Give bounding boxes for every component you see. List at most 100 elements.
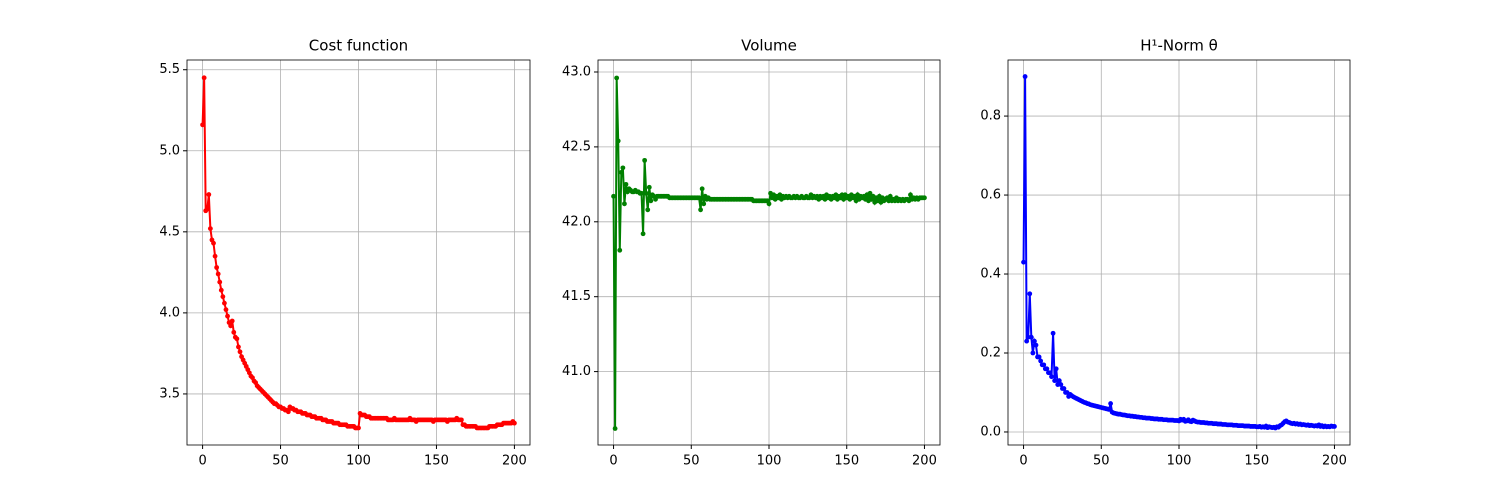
axes-frame	[597, 59, 941, 446]
point	[618, 169, 624, 175]
point	[1032, 338, 1037, 344]
axes-frame	[186, 59, 531, 446]
subplot: 0 50 100 150 200 3.5 4.0 4.5 5.0 5.5 Cost function	[159, 37, 531, 469]
point	[1061, 386, 1067, 391]
point	[617, 247, 623, 253]
point	[1053, 366, 1059, 372]
point	[645, 207, 651, 213]
point	[215, 271, 221, 277]
point	[620, 165, 626, 171]
point	[236, 344, 241, 350]
point	[512, 420, 517, 426]
point	[643, 190, 649, 196]
point	[1028, 334, 1034, 340]
y-tick-label: 4.5	[159, 224, 180, 239]
y-tick-label: 5.0	[159, 143, 180, 158]
point	[459, 417, 464, 423]
point	[218, 287, 224, 293]
point	[1027, 291, 1033, 297]
x-tick-label: 150	[424, 454, 449, 469]
x-tick-label: 150	[834, 454, 859, 469]
x-tick-label: 0	[198, 454, 206, 469]
point	[217, 279, 223, 285]
y-tick-label: 0.4	[980, 267, 1001, 282]
point	[220, 294, 226, 300]
point	[1050, 330, 1056, 336]
point	[615, 138, 621, 144]
x-tick-label: 50	[272, 454, 289, 469]
point	[223, 307, 229, 313]
x-tick-label: 150	[1244, 454, 1269, 469]
y-tick-label: 5.5	[159, 62, 180, 77]
x-tick-label: 200	[1322, 454, 1347, 469]
point	[285, 409, 291, 415]
point	[356, 425, 361, 431]
point	[212, 253, 218, 259]
subplot: 0 50 100 150 200 0.0 0.2 0.4 0.6 0.8 H¹-Norm θ	[980, 37, 1351, 469]
point	[211, 240, 216, 246]
point	[206, 192, 212, 197]
point	[200, 122, 205, 128]
point	[646, 184, 652, 190]
point	[1036, 354, 1042, 360]
point	[922, 195, 927, 201]
point	[1049, 374, 1054, 380]
x-tick-label: 200	[912, 454, 937, 469]
point	[701, 201, 707, 207]
point	[1033, 342, 1039, 348]
point	[867, 190, 873, 196]
point	[696, 195, 702, 201]
point	[640, 231, 646, 237]
point	[1022, 74, 1028, 79]
y-tick-label: 41.0	[562, 364, 591, 379]
y-tick-label: 43.0	[562, 64, 591, 79]
point	[229, 318, 235, 324]
point	[699, 186, 705, 192]
y-tick-label: 4.0	[159, 305, 180, 320]
point	[698, 207, 703, 213]
y-tick-label: 42.5	[562, 139, 591, 154]
point	[612, 426, 618, 431]
point	[614, 75, 620, 81]
point	[623, 181, 629, 187]
point	[225, 313, 230, 319]
point	[887, 193, 893, 199]
y-tick-label: 0.6	[980, 188, 1001, 203]
point	[622, 201, 627, 207]
point	[201, 75, 207, 81]
y-tick-label: 41.5	[562, 289, 591, 304]
point	[766, 201, 772, 207]
y-tick-label: 3.5	[159, 386, 180, 401]
plot-area	[200, 75, 517, 431]
plot-area	[611, 75, 927, 431]
x-tick-label: 200	[502, 454, 527, 469]
point	[234, 336, 240, 342]
x-tick-label: 50	[1093, 454, 1110, 469]
point	[1021, 259, 1026, 265]
x-tick-label: 100	[757, 454, 782, 469]
x-tick-label: 100	[1167, 454, 1192, 469]
point	[1052, 378, 1058, 384]
y-tick-label: 0.8	[980, 109, 1001, 124]
point	[908, 192, 913, 198]
axes-frame	[1007, 59, 1351, 446]
point	[642, 157, 648, 163]
point	[639, 190, 644, 196]
point	[1332, 424, 1337, 429]
point	[1041, 362, 1047, 368]
point	[1106, 407, 1112, 412]
x-tick-label: 50	[683, 454, 700, 469]
x-tick-label: 100	[346, 454, 371, 469]
point	[611, 193, 616, 199]
y-tick-label: 0.0	[980, 424, 1001, 439]
plot-area	[1021, 74, 1337, 431]
x-tick-label: 0	[1019, 454, 1027, 469]
point	[231, 329, 237, 335]
point	[1108, 401, 1113, 406]
point	[1058, 382, 1064, 387]
point	[1030, 350, 1036, 356]
point	[1038, 358, 1044, 364]
point	[648, 198, 654, 204]
point	[1047, 370, 1053, 376]
